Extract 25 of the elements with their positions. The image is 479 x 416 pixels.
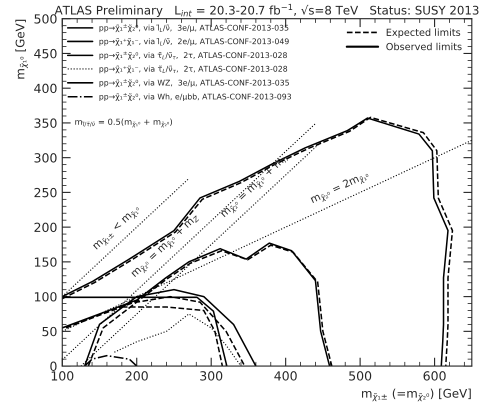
y-tick-label: 250 [34, 188, 57, 198]
annotation: m$_{χ̃₁±}$ < m$_{χ̃₁⁰}$ [92, 205, 142, 252]
annotation: m$_{χ̃₂⁰}$ = m$_{χ̃₁⁰}$ + m$_{h}$ [220, 154, 290, 220]
y-tick-label: 50 [42, 326, 57, 336]
y-tick-label: 150 [34, 257, 57, 267]
x-tick-label: 600 [424, 371, 446, 381]
y-tick-label: 200 [34, 222, 57, 232]
x-tick-label: 400 [274, 371, 297, 381]
annotation: m$_{l̃/τ̃/ν̃}$ = 0.5(m$_{χ̃₁⁰}$ + m$_{χ̃₂⁰}$) [75, 118, 172, 128]
x-axis-title: m$_{χ̃₁±}$ (=m$_{χ̃₂⁰}$) [GeV] [362, 388, 471, 402]
y-tick-label: 0 [50, 362, 57, 372]
y-tick-label: 300 [34, 153, 57, 163]
y-tick-label: 100 [34, 292, 57, 302]
annotation: Observed limits [386, 42, 462, 50]
annotation: m$_{χ̃₂⁰}$ = 2m$_{χ̃₁⁰}$ [310, 170, 370, 206]
x-tick-label: 300 [200, 371, 222, 381]
x-tick-label: 200 [126, 371, 148, 381]
x-tick-label: 100 [52, 371, 74, 381]
y-tick-label: 400 [34, 84, 57, 94]
y-tick-label: 450 [34, 48, 57, 58]
y-tick-label: 500 [34, 14, 57, 24]
y-axis-title: m$_{χ̃₁⁰}$ [GeV] [15, 20, 28, 79]
y-tick-label: 350 [34, 118, 57, 128]
x-tick-label: 500 [349, 371, 372, 381]
legend-label: Expected limits [386, 28, 460, 38]
